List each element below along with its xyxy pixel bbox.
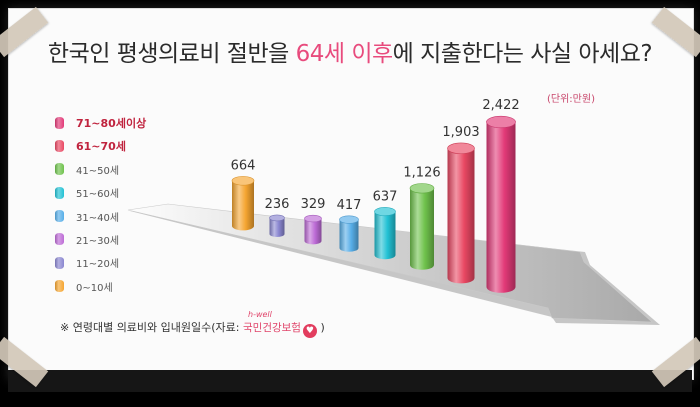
legend-swatch bbox=[55, 233, 64, 246]
bar-0~10세: 664 bbox=[231, 158, 256, 231]
source-suffix: ) bbox=[316, 321, 325, 334]
bar-71~80세이상: 2,422 bbox=[482, 98, 520, 293]
bar-top bbox=[409, 183, 435, 194]
bar-value-label: 2,422 bbox=[482, 98, 519, 113]
legend-item: 61~70세 bbox=[55, 135, 146, 156]
title-prefix: 한국인 평생의료비 절반을 bbox=[47, 41, 296, 67]
legend-item: 21~30세 bbox=[55, 229, 146, 250]
legend-label: 51~60세 bbox=[76, 189, 120, 201]
bar-51~60세: 637 bbox=[373, 189, 398, 260]
source-prefix: ※ 연령대별 의료비와 입내원일수(자료: bbox=[60, 321, 243, 334]
legend-item: 0~10세 bbox=[55, 276, 146, 297]
bar-41~50세: 1,126 bbox=[403, 165, 441, 270]
bar-top bbox=[486, 115, 516, 129]
bar-top bbox=[269, 214, 285, 222]
source-note: ※ 연령대별 의료비와 입내원일수(자료: 국민건강보험 ♥ h-well ) bbox=[60, 310, 325, 338]
legend-label: 41~50세 bbox=[76, 165, 120, 177]
bar-value-label: 417 bbox=[337, 198, 362, 213]
bar-body bbox=[410, 188, 434, 270]
legend-swatch bbox=[55, 280, 64, 293]
legend-item: 51~60세 bbox=[55, 182, 146, 203]
legend-swatch bbox=[55, 256, 64, 269]
legend-label: 21~30세 bbox=[76, 235, 120, 247]
bar-11~20세: 236 bbox=[265, 197, 290, 237]
bar-top bbox=[231, 176, 255, 186]
bar-body bbox=[339, 219, 359, 252]
bar-value-label: 1,126 bbox=[403, 165, 440, 180]
legend-item: 71~80세이상 bbox=[55, 112, 146, 133]
legend-item: 31~40세 bbox=[55, 206, 146, 227]
bar-body bbox=[374, 211, 396, 260]
title-highlight: 64세 이후 bbox=[295, 41, 394, 67]
legend-swatch bbox=[55, 116, 64, 129]
bar-body bbox=[486, 122, 516, 293]
legend-item: 11~20세 bbox=[55, 252, 146, 273]
bar-value-label: 236 bbox=[265, 197, 290, 212]
bar-31~40세: 417 bbox=[337, 198, 362, 252]
unit-label: (단위:만원) bbox=[547, 94, 595, 105]
bar-top bbox=[304, 214, 322, 223]
chart-title: 한국인 평생의료비 절반을 64세 이후에 지출한다는 사실 아세요? bbox=[0, 34, 700, 68]
legend-swatch bbox=[55, 210, 64, 223]
legend-swatch bbox=[55, 186, 64, 199]
source-logo-top: h-well bbox=[248, 310, 272, 319]
bar-top bbox=[374, 207, 396, 217]
title-suffix: 에 지출한다는 사실 아세요? bbox=[392, 41, 653, 67]
bar-body bbox=[447, 148, 475, 284]
bar-61~70세: 1,903 bbox=[442, 125, 480, 284]
legend-swatch bbox=[55, 139, 64, 152]
legend-label: 0~10세 bbox=[76, 282, 113, 294]
legend-label: 71~80세이상 bbox=[76, 116, 147, 130]
legend-swatch bbox=[55, 163, 64, 176]
legend-label: 31~40세 bbox=[76, 212, 120, 224]
bar-value-label: 329 bbox=[301, 197, 326, 212]
bar-value-label: 1,903 bbox=[442, 125, 479, 140]
bar-body bbox=[304, 218, 322, 245]
bar-value-label: 637 bbox=[373, 189, 398, 204]
bar-21~30세: 329 bbox=[301, 197, 326, 245]
bar-body bbox=[269, 217, 285, 237]
legend-label: 61~70세 bbox=[76, 139, 126, 153]
heart-icon: ♥ bbox=[302, 324, 317, 338]
bar-top bbox=[447, 142, 475, 155]
legend-label: 11~20세 bbox=[76, 259, 120, 271]
bar-value-label: 664 bbox=[231, 158, 256, 173]
bar-top bbox=[339, 215, 359, 224]
legend-item: 41~50세 bbox=[55, 159, 146, 180]
source-org: 국민건강보험 bbox=[243, 322, 301, 334]
card-base-strip bbox=[8, 370, 692, 392]
legend: 71~80세이상 61~70세 41~50세 51~60세 31~40세 21~30세 11… bbox=[55, 112, 146, 299]
bar-body bbox=[232, 180, 254, 231]
